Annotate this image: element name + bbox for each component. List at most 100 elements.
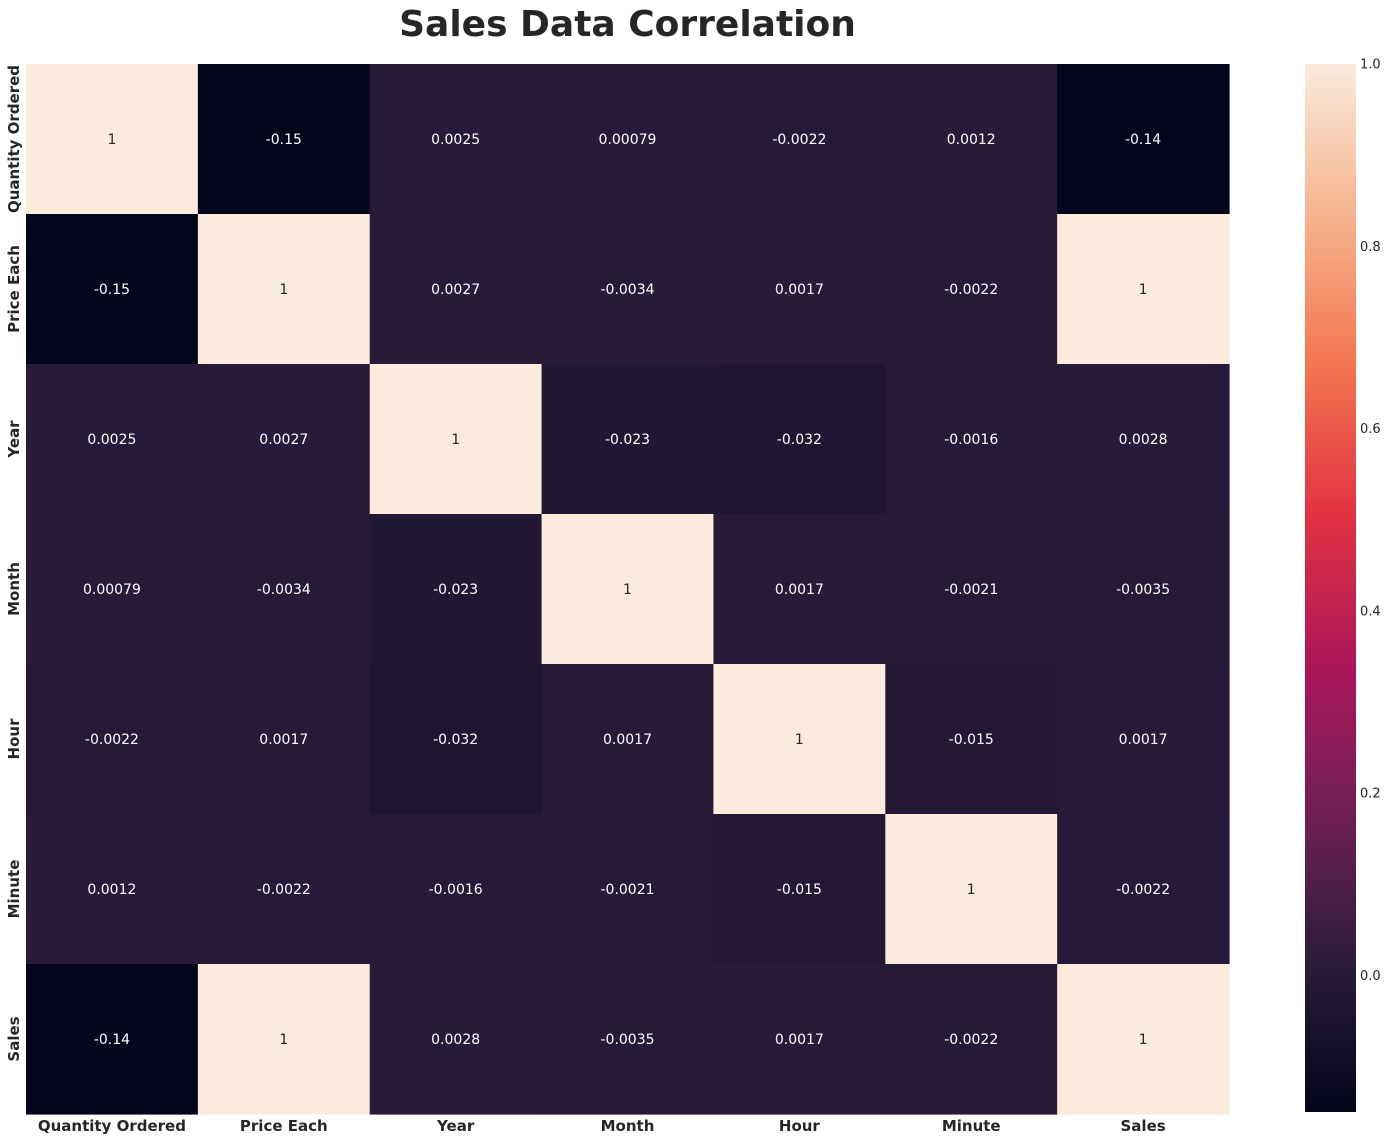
x-tick-label: Hour — [779, 1117, 821, 1135]
y-tick-label: Sales — [5, 1016, 23, 1061]
cell-annotation: -0.0022 — [944, 282, 998, 298]
heatmap-cell — [713, 664, 886, 815]
cell-annotation: 1 — [279, 282, 288, 298]
heatmap-cell — [26, 364, 199, 515]
colorbar-bar — [1305, 64, 1356, 1112]
heatmap-cell — [885, 814, 1058, 965]
heatmap-cell — [713, 64, 886, 215]
cell-annotation: 0.0017 — [259, 732, 308, 748]
cell-annotation: -0.032 — [433, 732, 478, 748]
heatmap-cell — [26, 814, 199, 965]
heatmap-cell — [197, 514, 371, 665]
heatmap-cells — [26, 64, 1230, 1115]
heatmap-cell — [369, 814, 543, 965]
y-tick-label: Month — [5, 562, 23, 616]
heatmap-cell — [541, 214, 715, 365]
cell-annotation: -0.015 — [777, 882, 822, 898]
cell-annotation: -0.15 — [94, 282, 130, 298]
heatmap-cell — [1057, 64, 1230, 215]
chart-title: Sales Data Correlation — [399, 4, 856, 45]
y-tick-label: Year — [5, 420, 23, 459]
heatmap-cell — [26, 514, 199, 665]
cell-annotation: -0.0035 — [600, 1032, 654, 1048]
heatmap-cell — [541, 964, 715, 1115]
heatmap-cell — [369, 364, 543, 515]
heatmap-cell — [885, 964, 1058, 1115]
cell-annotation: 0.00079 — [83, 582, 141, 598]
cell-annotation: 0.00079 — [599, 132, 657, 148]
x-tick-labels: Quantity Ordered Price Each Year Month Hour M… — [38, 1117, 1166, 1135]
heatmap-cell — [541, 664, 715, 815]
heatmap-cell — [885, 214, 1058, 365]
cell-annotation: -0.0022 — [944, 1032, 998, 1048]
cell-annotation: -0.15 — [266, 132, 302, 148]
heatmap-cell — [541, 814, 715, 965]
colorbar-tick-label: 1.0 — [1360, 58, 1381, 73]
cell-annotation: -0.023 — [433, 582, 478, 598]
cell-annotation: -0.14 — [1125, 132, 1161, 148]
x-tick-label: Sales — [1121, 1117, 1166, 1135]
cell-annotation: 1 — [279, 1032, 288, 1048]
heatmap-cell — [541, 514, 715, 665]
heatmap-cell — [197, 664, 371, 815]
heatmap-cell — [26, 64, 199, 215]
cell-annotation: 1 — [1139, 1032, 1148, 1048]
cell-annotation: 1 — [451, 432, 460, 448]
y-tick-label: Minute — [5, 860, 23, 919]
heatmap-cell — [369, 514, 543, 665]
cell-annotation: 0.0017 — [775, 1032, 824, 1048]
heatmap-cell — [26, 664, 199, 815]
cell-annotation: 1 — [795, 732, 804, 748]
colorbar-tick-label: 0.2 — [1360, 787, 1381, 802]
x-tick-label: Year — [436, 1117, 475, 1135]
cell-annotation: 0.0017 — [775, 582, 824, 598]
heatmap-cell — [885, 364, 1058, 515]
heatmap-cell — [197, 964, 371, 1115]
heatmap-cell — [26, 214, 199, 365]
heatmap-cell — [713, 364, 886, 515]
heatmap-cell — [885, 514, 1058, 665]
cell-annotation: -0.0016 — [944, 432, 998, 448]
x-tick-label: Minute — [942, 1117, 1001, 1135]
heatmap-cell — [369, 964, 543, 1115]
colorbar-tick-label: 0.4 — [1360, 604, 1381, 619]
cell-annotation: 0.0012 — [87, 882, 136, 898]
colorbar-tick-label: 0.8 — [1360, 240, 1381, 255]
x-tick-label: Month — [601, 1117, 655, 1135]
heatmap-cell — [1057, 964, 1230, 1115]
cell-annotation: 0.0025 — [87, 432, 136, 448]
heatmap-cell — [541, 64, 715, 215]
cell-annotation: 0.0028 — [431, 1032, 480, 1048]
heatmap-cell — [1057, 814, 1230, 965]
heatmap-cell — [713, 214, 886, 365]
cell-annotation: 0.0028 — [1119, 432, 1168, 448]
heatmap-cell — [713, 964, 886, 1115]
heatmap-cell — [26, 964, 199, 1115]
heatmap-cell — [369, 64, 543, 215]
cell-annotation: 0.0027 — [431, 282, 480, 298]
heatmap-cell — [1057, 664, 1230, 815]
cell-annotation: -0.0021 — [944, 582, 998, 598]
y-tick-labels: Quantity Ordered Price Each Year Month Hour M… — [5, 65, 23, 1062]
heatmap-cell — [369, 664, 543, 815]
cell-annotation: 1 — [1139, 282, 1148, 298]
cell-annotation: 0.0017 — [603, 732, 652, 748]
cell-annotation: 0.0012 — [947, 132, 996, 148]
cell-annotation: -0.0022 — [257, 882, 311, 898]
heatmap-cell — [197, 814, 371, 965]
cell-annotation: 1 — [967, 882, 976, 898]
cell-annotation: -0.0022 — [1116, 882, 1170, 898]
heatmap-cell — [197, 64, 371, 215]
cell-annotation: 0.0017 — [775, 282, 824, 298]
cell-annotation: -0.0034 — [257, 582, 311, 598]
cell-annotation: 0.0017 — [1119, 732, 1168, 748]
heatmap-cell — [713, 514, 886, 665]
cell-annotation: -0.032 — [777, 432, 822, 448]
colorbar-tick-label: 0.6 — [1360, 422, 1381, 437]
heatmap-cell — [885, 64, 1058, 215]
cell-annotation: -0.0022 — [772, 132, 826, 148]
cell-annotation: -0.0035 — [1116, 582, 1170, 598]
cell-annotation: -0.0034 — [600, 282, 654, 298]
heatmap-annotations: 1 -0.15 0.0025 0.00079 -0.0022 0.0012 -0.14 -0.… — [83, 132, 1170, 1048]
heatmap-cell — [197, 364, 371, 515]
